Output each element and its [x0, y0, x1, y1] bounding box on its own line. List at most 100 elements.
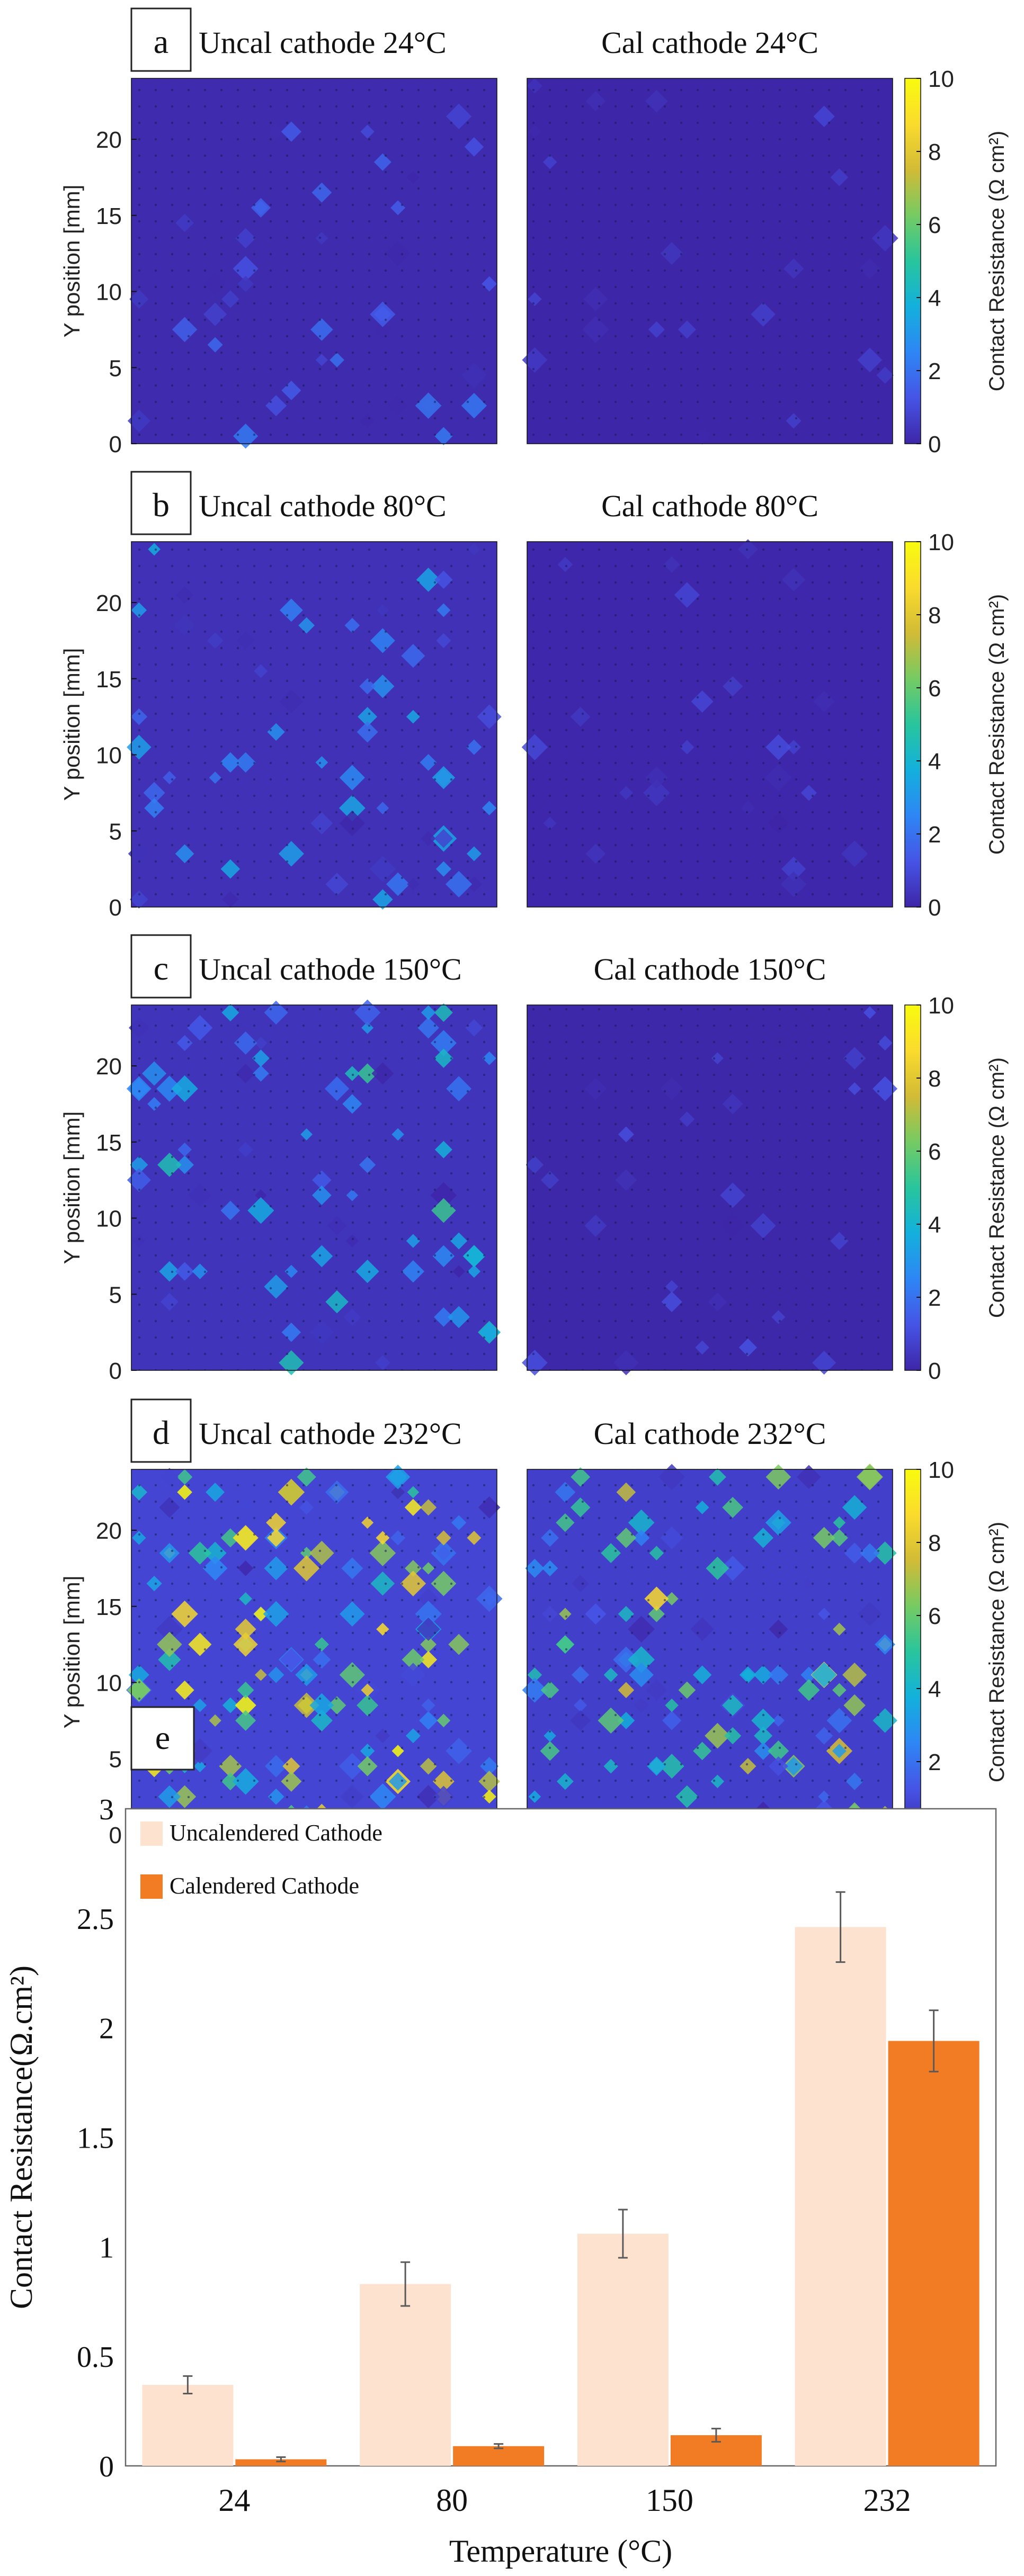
- colorbar-tick-label: 4: [928, 1676, 941, 1702]
- y-axis-label: Y position [mm]: [59, 1111, 84, 1264]
- x-tick-label: 80: [436, 2483, 468, 2518]
- uncal-map-title: Uncal cathode 80°C: [199, 489, 447, 523]
- measurement-grid: [527, 78, 893, 444]
- map-frame: [527, 1004, 893, 1371]
- measurement-grid: [131, 1469, 497, 1835]
- y-axis-a: 0 5 10 15 20 Y position [mm]: [59, 127, 137, 457]
- colorbar-tick-label: 6: [928, 212, 941, 238]
- y-tick-label: 10: [96, 280, 122, 306]
- y-axis-c: 0 5 10 15 20 Y position [mm]: [59, 1054, 137, 1384]
- y-tick-label: 10: [96, 1206, 122, 1232]
- y-tick-label: 0: [109, 432, 122, 457]
- colorbar-gradient: [904, 1004, 921, 1371]
- y-tick-label: 1.5: [77, 2122, 114, 2155]
- y-axis-label: Contact Resistance(Ω.cm²): [4, 1965, 39, 2309]
- colorbar-tick-label: 0: [928, 895, 941, 921]
- y-tick-label: 20: [96, 127, 122, 153]
- colorbar-tick-label: 10: [928, 66, 954, 92]
- y-tick-label: 15: [96, 1594, 122, 1620]
- uncal-map-title: Uncal cathode 232°C: [199, 1416, 462, 1451]
- colorbar-tick-label: 2: [928, 1749, 941, 1775]
- colorbar-tick-label: 8: [928, 139, 941, 165]
- y-tick-label: 15: [96, 667, 122, 693]
- y-tick-label: 0: [109, 895, 122, 921]
- map-frame: [131, 1004, 497, 1371]
- colorbar-tick-label: 8: [928, 603, 941, 629]
- colorbar-gradient: [904, 541, 921, 908]
- x-tick-label: 150: [646, 2483, 693, 2518]
- uncal-map-a: [127, 78, 497, 449]
- legend: Uncalendered Cathode Calendered Cathode: [140, 1820, 382, 1899]
- x-axis-label: Temperature (°C): [449, 2534, 672, 2569]
- uncal-bar-80: [360, 2284, 451, 2466]
- cal-map-title: Cal cathode 232°C: [594, 1416, 826, 1451]
- y-tick-label: 0.5: [77, 2341, 114, 2374]
- colorbar-a: 0 2 4 6 8 10 Contact Resistance (Ω cm²): [904, 66, 1009, 457]
- bar-chart-panel-e: e 0 0.5 1 1.5 2 2.5 3 Contact Resistance(Ω.cm²) 2…: [4, 1706, 997, 2569]
- y-tick-label: 0: [109, 1823, 122, 1848]
- cal-map-a: [522, 78, 898, 445]
- cal-map-title: Cal cathode 150°C: [594, 952, 826, 986]
- y-tick-label: 3: [99, 1793, 114, 1826]
- colorbar-tick-label: 8: [928, 1530, 941, 1556]
- heatmap-panel-c: c Uncal cathode 150°C Cal cathode 150°C 0 5 1…: [59, 934, 1009, 1384]
- y-tick-label: 15: [96, 1130, 122, 1156]
- measurement-grid: [131, 1005, 497, 1370]
- legend-swatch: [140, 1821, 163, 1846]
- map-frame: [527, 78, 893, 444]
- panel-label-box: [130, 1706, 195, 1771]
- colorbar-tick-label: 2: [928, 358, 941, 384]
- colorbar-tick-label: 4: [928, 285, 941, 311]
- x-tick-label: 24: [218, 2483, 250, 2518]
- uncal-map-d: [126, 1465, 503, 1841]
- x-tick-label: 232: [863, 2483, 911, 2518]
- uncal-map-b: [127, 541, 502, 910]
- cal-bar-24: [235, 2459, 327, 2466]
- y-tick-label: 0: [99, 2451, 114, 2483]
- heatmap-panel-b: b Uncal cathode 80°C Cal cathode 80°C 0 5 10 1…: [59, 471, 1009, 921]
- legend-swatch: [140, 1874, 163, 1899]
- y-axis-b: 0 5 10 15 20 Y position [mm]: [59, 590, 137, 921]
- panel-label: c: [154, 949, 168, 987]
- y-tick-label: 1: [99, 2231, 114, 2264]
- y-tick-label: 20: [96, 1518, 122, 1544]
- y-axis-d: 0 5 10 15 20 Y position [mm]: [59, 1518, 137, 1848]
- measurement-grid: [527, 1469, 893, 1835]
- measurement-grid: [131, 542, 497, 907]
- colorbar-tick-label: 2: [928, 1285, 941, 1311]
- panel-label-box: [130, 471, 192, 535]
- colorbar-c: 0 2 4 6 8 10 Contact Resistance (Ω cm²): [904, 993, 1009, 1384]
- colorbar-gradient: [904, 78, 921, 444]
- uncal-bar-150: [577, 2233, 669, 2466]
- y-axis-label: Y position [mm]: [59, 1576, 84, 1729]
- measurement-grid: [527, 542, 893, 907]
- uncal-bar-24: [142, 2384, 234, 2466]
- colorbar-label: Contact Resistance (Ω cm²): [985, 1057, 1009, 1318]
- y-axis-label: Y position [mm]: [59, 185, 84, 338]
- colorbar-tick-label: 10: [928, 529, 954, 555]
- y-tick-label: 5: [109, 1282, 122, 1308]
- cal-map-b: [521, 539, 893, 908]
- cal-map-d: [522, 1464, 897, 1839]
- y-tick-label: 5: [109, 819, 122, 845]
- panel-label-box: [130, 934, 192, 999]
- cal-map-title: Cal cathode 80°C: [601, 489, 818, 523]
- y-tick-label: 2: [99, 2013, 114, 2045]
- colorbar-tick-label: 6: [928, 676, 941, 702]
- y-tick-label: 2.5: [77, 1903, 114, 1936]
- heatmap-panels: a Uncal cathode 24°C Cal cathode 24°C 0 5 10 1…: [59, 7, 1009, 1902]
- panel-label-box: [130, 1398, 192, 1463]
- uncal-bar-232: [795, 1927, 886, 2466]
- colorbar-tick-label: 10: [928, 1457, 954, 1483]
- y-tick-label: 10: [96, 743, 122, 769]
- colorbar-label: Contact Resistance (Ω cm²): [985, 1522, 1009, 1782]
- panel-label: a: [154, 23, 168, 60]
- colorbar-tick-label: 0: [928, 1358, 941, 1384]
- measurement-grid: [131, 78, 497, 444]
- map-frame: [527, 541, 893, 908]
- colorbar-label: Contact Resistance (Ω cm²): [985, 131, 1009, 391]
- cal-map-c: [522, 1004, 898, 1376]
- y-tick-label: 15: [96, 203, 122, 229]
- heatmap-panel-a: a Uncal cathode 24°C Cal cathode 24°C 0 5 10 1…: [59, 7, 1009, 457]
